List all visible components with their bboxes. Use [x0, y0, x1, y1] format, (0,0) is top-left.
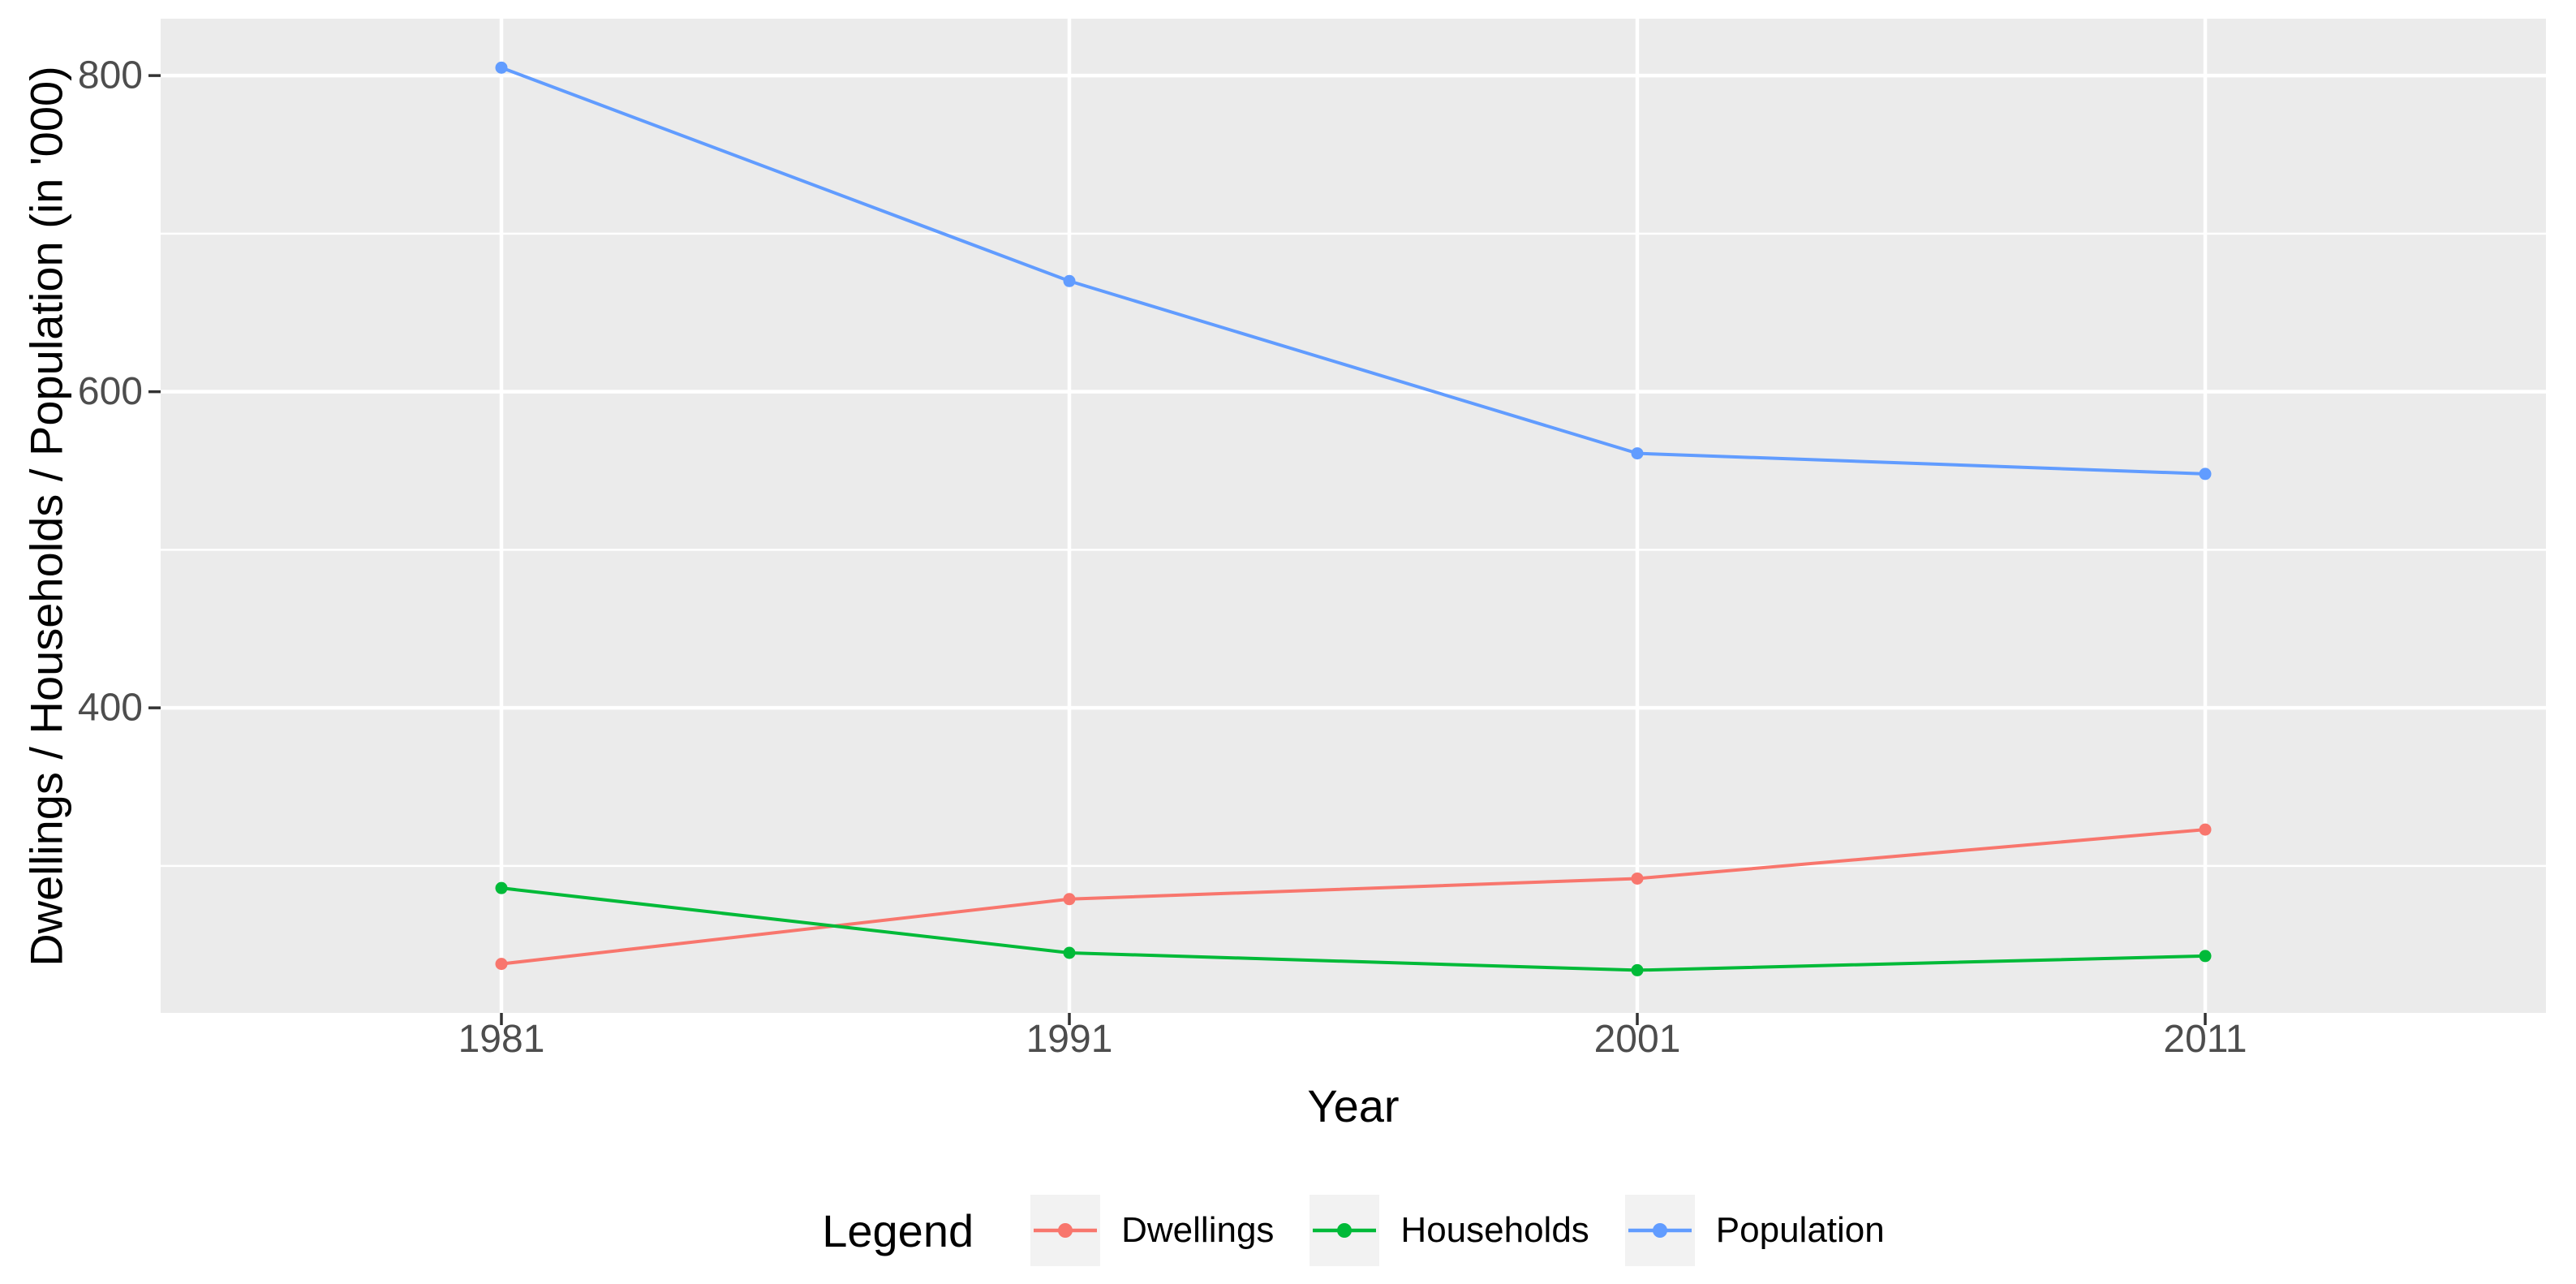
- y-tick-label: 400: [78, 687, 143, 730]
- x-tick-label: 2011: [2163, 1018, 2247, 1061]
- data-point-population: [2199, 467, 2212, 480]
- legend-item-dwellings: Dwellings: [1030, 1195, 1274, 1266]
- x-tick-label: 1991: [1026, 1018, 1113, 1061]
- x-axis-title: Year: [1307, 1080, 1400, 1131]
- legend-key-point: [1337, 1223, 1353, 1238]
- legend-label-population: Population: [1715, 1210, 1885, 1250]
- x-tick-label: 2001: [1594, 1018, 1681, 1061]
- legend-key-dwellings: [1030, 1195, 1101, 1266]
- data-point-households: [1631, 963, 1644, 976]
- data-point-dwellings: [1631, 872, 1644, 885]
- legend-key-point: [1652, 1223, 1667, 1238]
- legend-key-glyph: [1034, 1223, 1098, 1238]
- data-point-population: [1063, 274, 1076, 287]
- y-tick-label: 600: [78, 370, 143, 413]
- data-point-households: [2199, 950, 2212, 963]
- x-tick-label: 1981: [458, 1018, 545, 1061]
- legend-key-population: [1624, 1195, 1695, 1266]
- legend-key-households: [1310, 1195, 1380, 1266]
- legend-key-point: [1058, 1223, 1073, 1238]
- data-point-households: [495, 881, 508, 894]
- data-point-households: [1063, 946, 1076, 959]
- y-axis-title: Dwellings / Households / Population (in …: [20, 66, 72, 967]
- data-point-population: [1631, 447, 1644, 460]
- legend-key-glyph: [1628, 1223, 1692, 1238]
- legend-title: Legend: [822, 1204, 974, 1256]
- data-point-population: [495, 61, 508, 74]
- data-point-dwellings: [2199, 823, 2212, 836]
- legend-item-population: Population: [1624, 1195, 1885, 1266]
- legend-key-glyph: [1313, 1223, 1377, 1238]
- legend: Legend Dwellings Households Population: [161, 1190, 2546, 1271]
- legend-label-households: Households: [1400, 1210, 1589, 1250]
- legend-item-households: Households: [1310, 1195, 1589, 1266]
- series-line-dwellings: [501, 828, 2206, 966]
- legend-label-dwellings: Dwellings: [1121, 1210, 1275, 1250]
- plot-panel: [161, 19, 2546, 1013]
- data-point-dwellings: [495, 958, 508, 971]
- series-line-households: [501, 886, 2206, 972]
- data-point-dwellings: [1063, 893, 1076, 906]
- y-tick-label: 800: [78, 54, 143, 97]
- series-line-population: [501, 66, 2206, 476]
